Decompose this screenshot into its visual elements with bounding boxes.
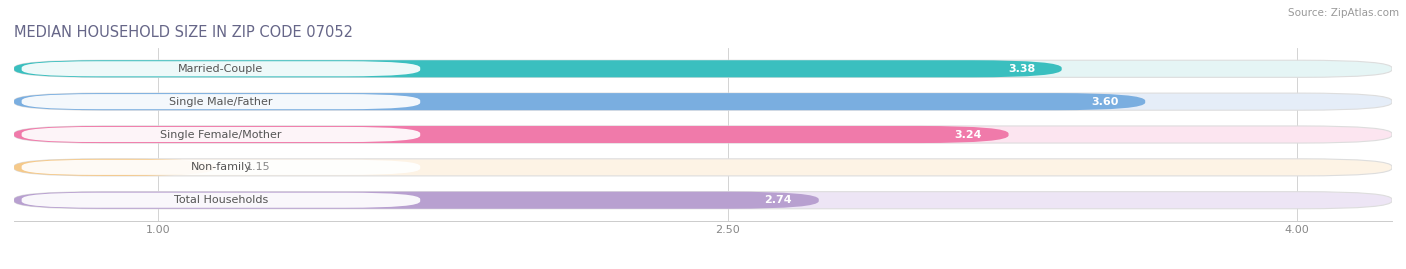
Text: 1.15: 1.15 bbox=[246, 162, 270, 172]
Text: Single Female/Mother: Single Female/Mother bbox=[160, 129, 281, 140]
FancyBboxPatch shape bbox=[14, 126, 1392, 143]
Text: 3.38: 3.38 bbox=[1008, 64, 1035, 74]
FancyBboxPatch shape bbox=[14, 126, 1008, 143]
Text: 3.60: 3.60 bbox=[1091, 97, 1119, 107]
FancyBboxPatch shape bbox=[21, 61, 420, 76]
Text: 2.74: 2.74 bbox=[765, 195, 792, 205]
FancyBboxPatch shape bbox=[21, 127, 420, 142]
FancyBboxPatch shape bbox=[21, 160, 420, 175]
FancyBboxPatch shape bbox=[14, 192, 1392, 209]
Text: Total Households: Total Households bbox=[174, 195, 269, 205]
FancyBboxPatch shape bbox=[14, 159, 215, 176]
FancyBboxPatch shape bbox=[21, 193, 420, 208]
FancyBboxPatch shape bbox=[14, 60, 1392, 77]
FancyBboxPatch shape bbox=[14, 159, 1392, 176]
Text: MEDIAN HOUSEHOLD SIZE IN ZIP CODE 07052: MEDIAN HOUSEHOLD SIZE IN ZIP CODE 07052 bbox=[14, 25, 353, 40]
Text: Married-Couple: Married-Couple bbox=[179, 64, 263, 74]
FancyBboxPatch shape bbox=[14, 60, 1062, 77]
FancyBboxPatch shape bbox=[14, 93, 1146, 110]
FancyBboxPatch shape bbox=[21, 94, 420, 109]
Text: Non-family: Non-family bbox=[190, 162, 252, 172]
FancyBboxPatch shape bbox=[14, 192, 818, 209]
Text: Single Male/Father: Single Male/Father bbox=[169, 97, 273, 107]
Text: 3.24: 3.24 bbox=[955, 129, 981, 140]
FancyBboxPatch shape bbox=[14, 93, 1392, 110]
Text: Source: ZipAtlas.com: Source: ZipAtlas.com bbox=[1288, 8, 1399, 18]
